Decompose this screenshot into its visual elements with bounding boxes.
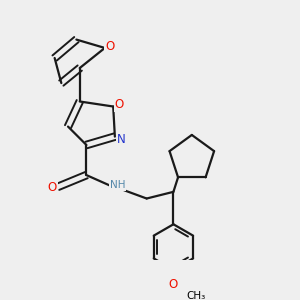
- Text: NH: NH: [110, 180, 126, 190]
- Text: O: O: [105, 40, 115, 53]
- Text: CH₃: CH₃: [186, 291, 205, 300]
- Text: O: O: [47, 181, 57, 194]
- Text: N: N: [116, 133, 125, 146]
- Text: O: O: [168, 278, 177, 291]
- Text: O: O: [115, 98, 124, 111]
